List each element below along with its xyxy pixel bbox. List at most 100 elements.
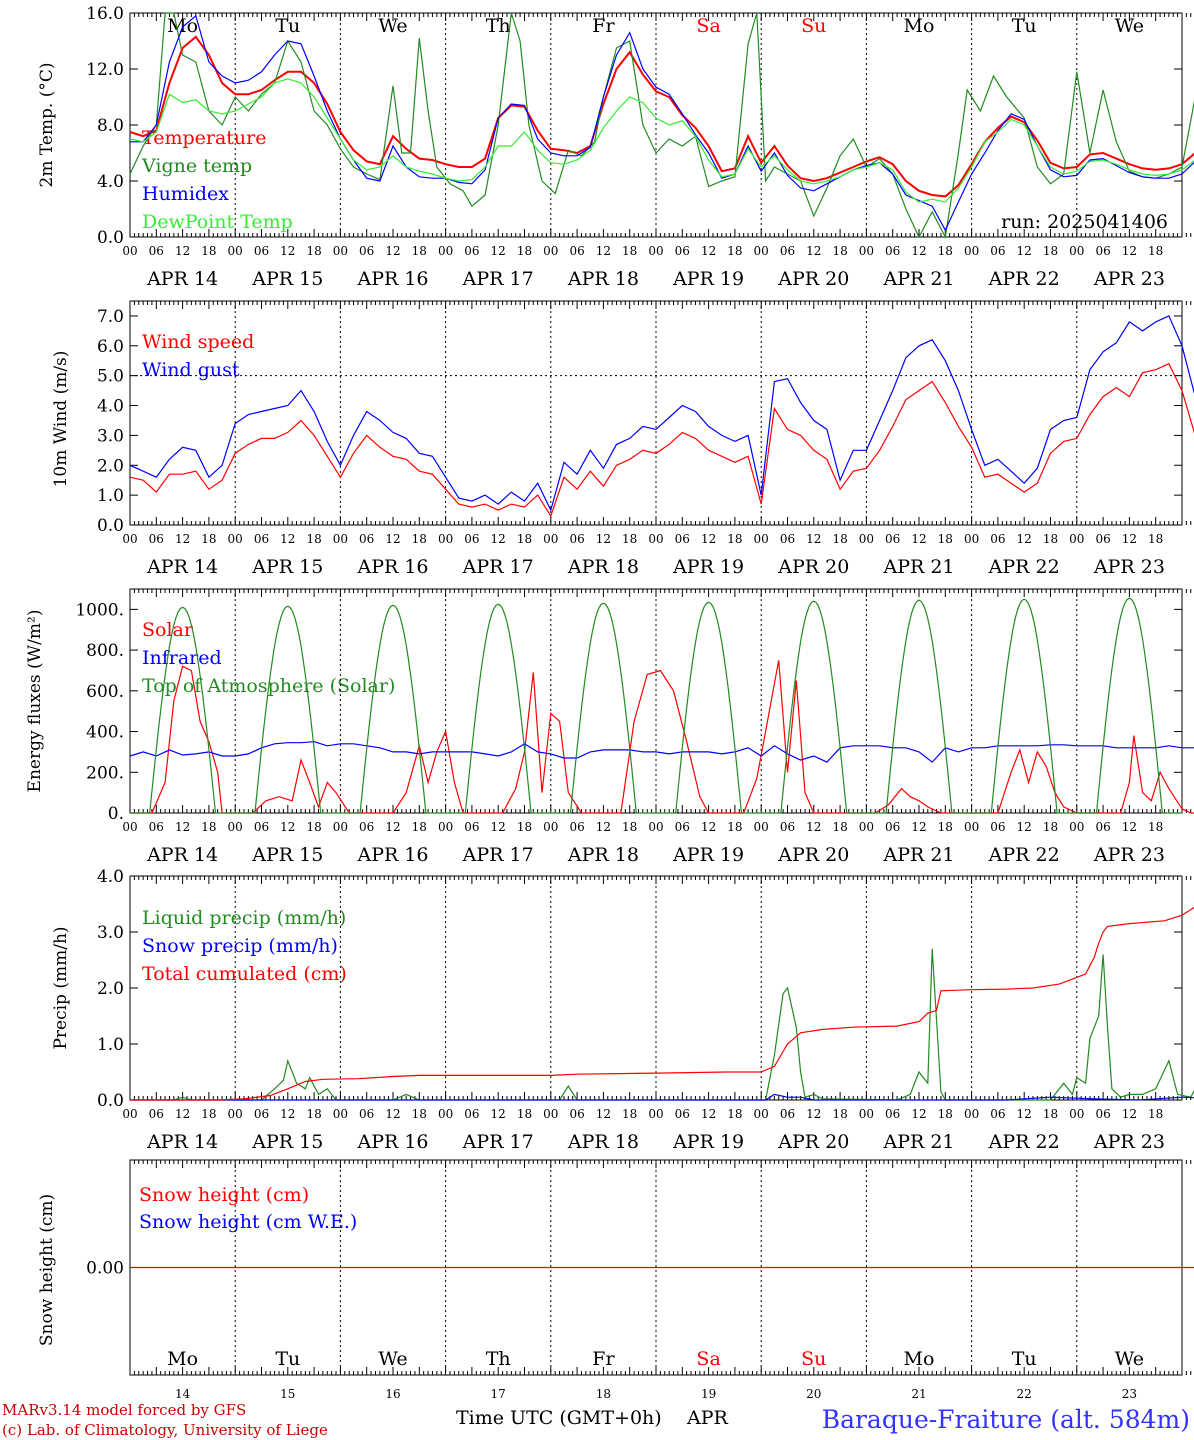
- date-label: APR 22: [988, 556, 1060, 578]
- hour-label: 00: [648, 820, 663, 834]
- y-tick-label: 2.0: [97, 979, 124, 999]
- y-tick-label: 0.00: [86, 1259, 124, 1279]
- hour-label: 18: [201, 244, 216, 258]
- hour-label: 18: [727, 1107, 742, 1121]
- hour-label: 00: [438, 1107, 453, 1121]
- day-number-label: 22: [1017, 1387, 1032, 1401]
- hour-label: 06: [569, 244, 584, 258]
- weekday-label: Mo: [167, 1348, 198, 1370]
- hour-label: 06: [1095, 820, 1110, 834]
- month-label: APR: [686, 1407, 729, 1429]
- date-label: APR 18: [567, 1131, 639, 1153]
- weekday-label: Th: [486, 1348, 511, 1370]
- legend-dewpoint: DewPoint Temp: [142, 211, 293, 233]
- date-label: APR 18: [567, 844, 639, 866]
- run-label: run: 2025041406: [1001, 211, 1168, 233]
- hour-label: 06: [149, 532, 164, 546]
- hour-label: 12: [806, 1107, 821, 1121]
- date-label: APR 14: [146, 268, 218, 290]
- hour-label: 06: [675, 1107, 690, 1121]
- hour-label: 12: [596, 244, 611, 258]
- hour-label: 00: [122, 244, 137, 258]
- hour-label: 18: [938, 532, 953, 546]
- hour-label: 00: [648, 244, 663, 258]
- hour-label: 00: [964, 1107, 979, 1121]
- hour-label: 00: [333, 1107, 348, 1121]
- date-label: APR 15: [251, 844, 323, 866]
- hour-label: 06: [464, 244, 479, 258]
- series-line-wind-gust: [129, 315, 1194, 512]
- y-tick-label: 3.0: [97, 426, 124, 446]
- energy-panel: Energy fluxes (W/m²) Solar Infrared Top …: [25, 588, 1194, 866]
- legend-vigne-temp: Vigne temp: [141, 155, 252, 177]
- hour-label: 00: [228, 1107, 243, 1121]
- hour-label: 18: [622, 820, 637, 834]
- y-tick-label: 0.0: [97, 228, 124, 248]
- date-label: APR 18: [567, 268, 639, 290]
- series-line-solar: [130, 660, 1194, 814]
- hour-label: 06: [780, 1107, 795, 1121]
- y-tick-label: 0.0: [97, 516, 124, 536]
- temperature-axis-label: 2m Temp. (°C): [37, 62, 57, 187]
- energy-axis-label: Energy fluxes (W/m²): [25, 610, 45, 793]
- hour-label: 00: [333, 244, 348, 258]
- series-line-humidex: [130, 14, 1194, 232]
- hour-label: 12: [385, 244, 400, 258]
- date-label: APR 20: [777, 1131, 849, 1153]
- date-label: APR 22: [988, 1131, 1060, 1153]
- series-line-infrared: [129, 741, 1194, 763]
- hour-label: 12: [596, 820, 611, 834]
- hour-label: 00: [859, 532, 874, 546]
- hour-label: 00: [122, 820, 137, 834]
- hour-label: 00: [1069, 244, 1084, 258]
- series-line-liquid-precip-mm-h: [130, 948, 1194, 1101]
- hour-label: 00: [754, 532, 769, 546]
- hour-label: 12: [701, 244, 716, 258]
- hour-label: 00: [543, 1107, 558, 1121]
- legend-snow-height: Snow height (cm): [139, 1184, 309, 1206]
- hour-label: 12: [1017, 532, 1032, 546]
- date-label: APR 19: [672, 1131, 744, 1153]
- hour-label: 06: [254, 244, 269, 258]
- weekday-label: Su: [801, 1348, 826, 1370]
- hour-label: 00: [1069, 1107, 1084, 1121]
- hour-label: 18: [306, 1107, 321, 1121]
- hour-label: 06: [885, 244, 900, 258]
- precip-axis-label: Precip (mm/h): [51, 926, 71, 1049]
- hour-label: 00: [333, 532, 348, 546]
- hour-label: 12: [280, 532, 295, 546]
- hour-label: 18: [622, 244, 637, 258]
- legend-solar: Solar: [142, 619, 194, 641]
- hour-label: 06: [675, 820, 690, 834]
- hour-label: 06: [1095, 1107, 1110, 1121]
- hour-label: 18: [201, 532, 216, 546]
- hour-label: 00: [754, 244, 769, 258]
- date-label: APR 20: [777, 268, 849, 290]
- weekday-label: We: [1115, 15, 1144, 37]
- hour-label: 00: [859, 820, 874, 834]
- y-tick-label: 200.: [86, 763, 124, 783]
- hour-label: 06: [149, 1107, 164, 1121]
- hour-label: 18: [832, 1107, 847, 1121]
- date-label: APR 23: [1093, 844, 1165, 866]
- hour-label: 00: [122, 1107, 137, 1121]
- hour-label: 18: [1043, 532, 1058, 546]
- hour-label: 12: [911, 820, 926, 834]
- legend-wind-speed: Wind speed: [142, 331, 254, 353]
- date-label: APR 17: [462, 1131, 534, 1153]
- date-label: APR 17: [462, 556, 534, 578]
- weekday-label: Th: [486, 15, 511, 37]
- model-credit: MARv3.14 model forced by GFS: [2, 1401, 246, 1419]
- hour-label: 06: [780, 244, 795, 258]
- weekday-label: Mo: [904, 1348, 935, 1370]
- y-tick-label: 800.: [86, 641, 124, 661]
- weekday-label: We: [378, 15, 407, 37]
- hour-label: 06: [1095, 532, 1110, 546]
- hour-label: 00: [648, 1107, 663, 1121]
- hour-label: 06: [254, 532, 269, 546]
- hour-label: 18: [832, 244, 847, 258]
- hour-label: 18: [938, 820, 953, 834]
- hour-label: 18: [727, 244, 742, 258]
- hour-label: 00: [1069, 532, 1084, 546]
- day-number-label: 21: [911, 1387, 926, 1401]
